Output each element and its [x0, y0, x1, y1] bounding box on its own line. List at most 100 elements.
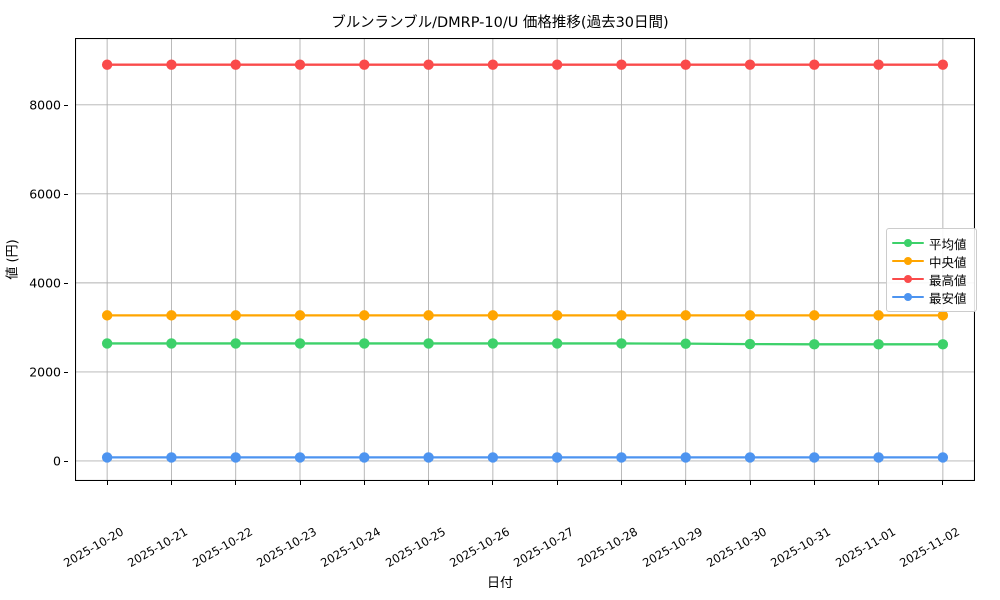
data-point-marker — [616, 338, 627, 349]
data-point-marker — [551, 338, 563, 349]
data-point-marker — [680, 452, 691, 463]
y-tick-mark — [64, 282, 68, 284]
gridlines — [75, 38, 975, 481]
data-point-marker — [551, 59, 563, 70]
plot-area — [75, 38, 975, 481]
x-tick-mark — [620, 481, 622, 485]
legend-item-1: 中央値 — [891, 252, 971, 270]
x-tick-mark — [685, 481, 687, 485]
data-point-marker — [551, 310, 563, 321]
data-point-marker — [551, 452, 563, 463]
legend-marker-dot — [903, 292, 913, 302]
series-平均値 — [101, 338, 949, 350]
x-tick-mark — [749, 481, 751, 485]
data-point-marker — [359, 310, 370, 321]
chart-title: ブルンランブル/DMRP-10/U 価格推移(過去30日間) — [331, 15, 669, 31]
data-point-marker — [166, 59, 177, 70]
x-tick-label: 2025-11-02 — [897, 491, 1000, 570]
data-point-marker — [166, 338, 177, 349]
data-point-marker — [937, 452, 949, 463]
data-point-marker — [230, 452, 241, 463]
data-point-marker — [230, 310, 241, 321]
x-axis-label: 日付 — [486, 576, 513, 591]
data-point-marker — [487, 59, 499, 70]
legend-swatch-icon — [891, 273, 925, 285]
data-point-marker — [744, 338, 756, 350]
data-point-marker — [616, 59, 627, 70]
data-point-marker — [423, 338, 434, 349]
data-point-marker — [616, 310, 627, 321]
y-tick-label: 8000 — [29, 97, 61, 113]
plot-svg — [75, 38, 975, 481]
x-tick-mark — [492, 481, 494, 485]
data-point-marker — [166, 310, 177, 321]
x-tick-label-text: 2025-10-29 — [639, 524, 705, 570]
data-point-marker — [359, 338, 370, 349]
x-tick-mark — [942, 481, 944, 485]
data-point-marker — [101, 59, 113, 70]
data-point-marker — [101, 452, 113, 463]
series-line — [105, 342, 945, 346]
data-point-marker — [294, 310, 306, 321]
legend-swatch-icon — [891, 291, 925, 303]
data-point-marker — [873, 310, 884, 321]
legend-swatch-icon — [891, 255, 925, 267]
x-tick-mark — [813, 481, 815, 485]
legend-item-2: 最高値 — [891, 270, 971, 288]
data-point-marker — [937, 59, 949, 70]
y-tick-label: 0 — [53, 453, 61, 469]
x-tick-label-text: 2025-10-21 — [125, 524, 191, 570]
data-point-marker — [937, 339, 949, 350]
data-point-marker — [294, 59, 306, 70]
y-tick-label: 4000 — [29, 275, 61, 291]
x-axis-tick-labels: 2025-10-20 2025-10-21 2025-10-22 2025-10-23… — [61, 481, 975, 571]
data-point-marker — [359, 59, 370, 70]
data-point-marker — [873, 59, 884, 70]
legend-item-3: 最安値 — [891, 288, 971, 306]
data-point-marker — [101, 310, 113, 321]
chart-legend: 平均値中央値最高値 最安値 — [886, 228, 977, 312]
y-tick-label: 2000 — [29, 364, 61, 380]
legend-label: 最高値 — [929, 272, 967, 288]
data-point-marker — [744, 452, 756, 463]
x-tick-mark — [878, 481, 880, 485]
data-point-marker — [744, 310, 756, 321]
legend-swatch-icon — [891, 237, 925, 249]
y-tick-mark — [64, 460, 68, 462]
legend-marker-dot — [903, 238, 913, 248]
legend-item-0: 平均値 — [891, 234, 971, 252]
y-axis-tick-labels: 0 2000 4000 6000 8000 — [0, 38, 68, 481]
series-最高値 — [101, 59, 949, 70]
data-point-marker — [809, 310, 820, 321]
legend-marker-dot — [903, 256, 913, 266]
data-point-marker — [937, 310, 949, 321]
data-point-marker — [680, 310, 691, 321]
data-point-marker — [359, 452, 370, 463]
y-tick-mark — [64, 104, 68, 106]
x-tick-mark — [556, 481, 558, 485]
data-point-marker — [744, 59, 756, 70]
data-point-marker — [101, 338, 113, 349]
legend-label: 中央値 — [929, 254, 967, 270]
x-tick-mark — [363, 481, 365, 485]
y-tick-mark — [64, 371, 68, 373]
x-tick-mark — [235, 481, 237, 485]
data-point-marker — [423, 310, 434, 321]
x-tick-label-text: 2025-10-20 — [61, 524, 127, 570]
data-point-marker — [873, 339, 884, 350]
data-point-marker — [487, 452, 499, 463]
series-中央値 — [101, 310, 949, 321]
data-point-marker — [423, 452, 434, 463]
series-最安値 — [101, 452, 949, 463]
y-tick-label: 6000 — [29, 186, 61, 202]
data-point-marker — [294, 338, 306, 349]
data-point-marker — [809, 59, 820, 70]
legend-marker-dot — [903, 274, 913, 284]
x-tick-mark — [170, 481, 172, 485]
data-point-marker — [680, 59, 691, 70]
data-point-marker — [680, 338, 691, 349]
x-tick-label-text: 2025-10-22 — [189, 524, 255, 570]
data-point-marker — [873, 452, 884, 463]
data-point-marker — [230, 338, 241, 349]
data-point-marker — [230, 59, 241, 70]
